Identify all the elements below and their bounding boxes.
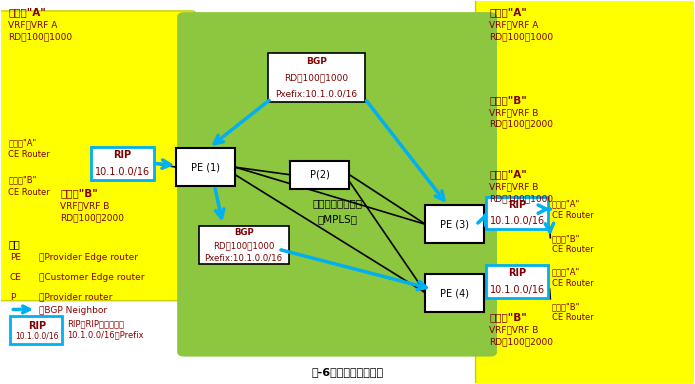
Text: VRF：VRF A: VRF：VRF A xyxy=(489,20,539,30)
Text: 10.1.0.0/16: 10.1.0.0/16 xyxy=(489,216,545,226)
Text: VRF：VRF A: VRF：VRF A xyxy=(8,20,58,30)
Text: RD：100：2000: RD：100：2000 xyxy=(489,119,553,129)
Text: CE Router: CE Router xyxy=(8,150,50,159)
Text: RIP: RIP xyxy=(113,150,131,160)
Text: 10.1.0.0/16: 10.1.0.0/16 xyxy=(489,285,545,295)
Text: RIPはRIPプロトコル: RIPはRIPプロトコル xyxy=(67,319,124,328)
Text: コアネットワーク: コアネットワーク xyxy=(312,199,362,209)
Text: 10.1.0.0/16: 10.1.0.0/16 xyxy=(95,167,150,177)
Text: 利用者"A": 利用者"A" xyxy=(489,7,527,17)
FancyBboxPatch shape xyxy=(10,316,63,344)
Text: 利用者"B": 利用者"B" xyxy=(60,188,98,198)
Text: PE (1): PE (1) xyxy=(191,162,220,172)
Text: 備考: 備考 xyxy=(8,240,20,250)
Text: ：Provider router: ：Provider router xyxy=(40,293,113,302)
Text: BGP: BGP xyxy=(306,56,327,66)
Text: VRF：VRF B: VRF：VRF B xyxy=(60,202,110,210)
Text: 利用者"B": 利用者"B" xyxy=(552,302,580,311)
Text: 利用者"B": 利用者"B" xyxy=(489,312,527,322)
FancyBboxPatch shape xyxy=(486,197,548,229)
Text: RD：100：1000: RD：100：1000 xyxy=(213,241,275,250)
Text: RIP: RIP xyxy=(508,200,526,210)
FancyBboxPatch shape xyxy=(268,53,365,103)
Text: 利用者"B": 利用者"B" xyxy=(552,234,580,243)
Text: VRF：VRF B: VRF：VRF B xyxy=(489,108,539,117)
FancyBboxPatch shape xyxy=(178,13,496,356)
Text: RIP: RIP xyxy=(508,268,526,278)
FancyBboxPatch shape xyxy=(291,161,349,189)
FancyBboxPatch shape xyxy=(176,148,235,186)
Text: RD：100：1000: RD：100：1000 xyxy=(489,33,553,41)
Text: （MPLS）: （MPLS） xyxy=(317,214,357,224)
Text: ：Customer Edge router: ：Customer Edge router xyxy=(40,273,145,282)
Text: 図-6　経路情報の通知: 図-6 経路情報の通知 xyxy=(311,367,384,377)
FancyBboxPatch shape xyxy=(475,0,695,384)
Text: CE Router: CE Router xyxy=(8,187,50,197)
Text: P: P xyxy=(10,293,15,302)
FancyBboxPatch shape xyxy=(91,147,154,180)
FancyBboxPatch shape xyxy=(486,265,548,298)
Text: 利用者"B": 利用者"B" xyxy=(8,175,37,184)
Text: Pxefix:10.1.0.0/16: Pxefix:10.1.0.0/16 xyxy=(275,89,357,99)
Text: ：BGP Neighbor: ：BGP Neighbor xyxy=(40,306,108,315)
Text: P(2): P(2) xyxy=(310,170,329,180)
FancyBboxPatch shape xyxy=(425,274,484,312)
Text: RD：100：2000: RD：100：2000 xyxy=(60,213,124,222)
FancyBboxPatch shape xyxy=(425,205,484,243)
Text: RD：100：1000: RD：100：1000 xyxy=(284,73,348,82)
Text: BGP: BGP xyxy=(234,228,254,237)
Text: RD：100：2000: RD：100：2000 xyxy=(489,337,553,346)
Text: VRF：VRF B: VRF：VRF B xyxy=(489,182,539,192)
Text: 10.1.0.0/16はPrefix: 10.1.0.0/16はPrefix xyxy=(67,331,144,339)
Text: 利用者"A": 利用者"A" xyxy=(552,268,580,276)
Text: 利用者"A": 利用者"A" xyxy=(8,138,37,147)
Text: PE: PE xyxy=(10,253,21,262)
Text: ：Provider Edge router: ：Provider Edge router xyxy=(40,253,138,262)
Text: VRF：VRF B: VRF：VRF B xyxy=(489,325,539,334)
Text: RD：100：1000: RD：100：1000 xyxy=(489,194,553,203)
Text: CE Router: CE Router xyxy=(552,279,594,288)
Text: CE: CE xyxy=(10,273,22,282)
Text: PE (4): PE (4) xyxy=(441,288,469,298)
Text: 利用者"B": 利用者"B" xyxy=(489,95,527,105)
Text: PE (3): PE (3) xyxy=(441,219,469,229)
FancyBboxPatch shape xyxy=(0,11,195,301)
Text: 10.1.0.0/16: 10.1.0.0/16 xyxy=(15,331,59,340)
Text: 利用者"A": 利用者"A" xyxy=(489,169,527,179)
Text: Pxefix:10.1.0.0/16: Pxefix:10.1.0.0/16 xyxy=(204,253,283,263)
Text: 利用者"A": 利用者"A" xyxy=(8,7,46,17)
Text: CE Router: CE Router xyxy=(552,313,594,322)
Text: CE Router: CE Router xyxy=(552,211,594,220)
Text: RIP: RIP xyxy=(28,321,47,331)
Text: RD：100：1000: RD：100：1000 xyxy=(8,33,72,41)
Text: 利用者"A": 利用者"A" xyxy=(552,200,580,209)
Text: CE Router: CE Router xyxy=(552,245,594,255)
FancyBboxPatch shape xyxy=(199,226,288,265)
